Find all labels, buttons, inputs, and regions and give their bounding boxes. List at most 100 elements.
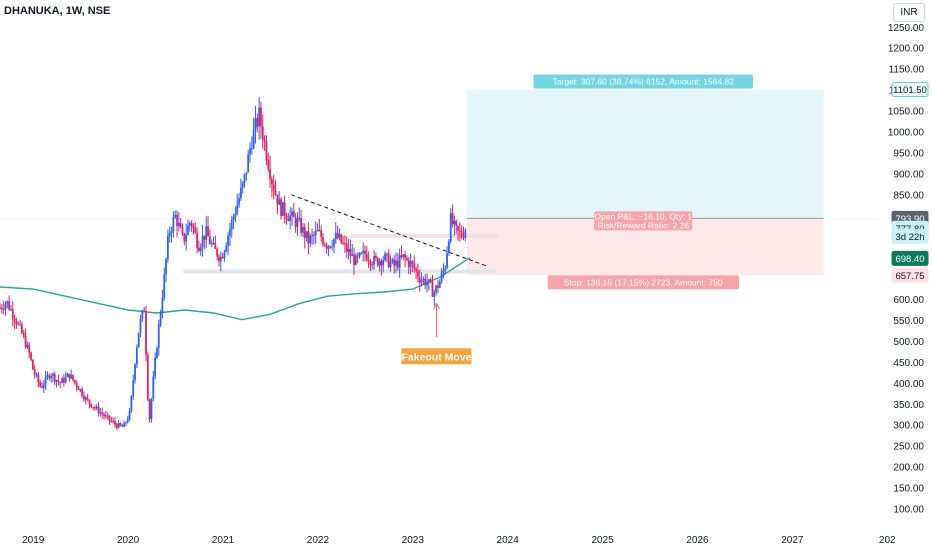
candle-body	[296, 219, 299, 227]
candle-body	[252, 129, 255, 149]
y-tick-label: 1050.00	[888, 107, 925, 118]
target-label-text: Target: 307.60 (38.74%) 6152, Amount: 15…	[553, 76, 735, 86]
candle-body	[205, 226, 208, 240]
candle-body	[312, 234, 315, 236]
candle-body	[81, 389, 84, 396]
candle-body	[157, 324, 160, 349]
candle-body	[387, 253, 390, 268]
y-tick-label: 300.00	[893, 421, 924, 432]
candle-body	[19, 323, 21, 325]
candle-body	[208, 236, 211, 244]
candle-body	[292, 211, 295, 218]
candle-body	[435, 285, 438, 293]
candle-body	[84, 397, 87, 400]
candle-body	[196, 232, 198, 248]
candle-body	[128, 411, 131, 420]
candle-body	[303, 226, 306, 239]
candle-body	[402, 254, 405, 257]
candle-body	[132, 380, 135, 397]
candle-body	[143, 310, 146, 312]
candle-body	[340, 234, 343, 243]
candle-body	[358, 253, 361, 257]
candle-body	[318, 230, 321, 232]
price-tag-text: 698.40	[895, 254, 924, 265]
candle-body	[8, 301, 11, 310]
candle-body	[145, 311, 147, 355]
price-tag-text: 793.90	[895, 214, 924, 225]
candle-body	[396, 260, 399, 268]
x-tick-label: 2024	[497, 535, 520, 546]
y-tick-label: 150.00	[893, 484, 924, 495]
price-tag-bg	[891, 250, 929, 266]
candle-body	[371, 264, 374, 266]
candle-body	[26, 344, 29, 348]
candle-body	[68, 373, 71, 379]
candle-body	[409, 261, 412, 268]
currency-selector[interactable]: INR	[893, 3, 925, 22]
candle-body	[384, 253, 386, 261]
x-tick-label: 2019	[22, 535, 45, 546]
candle-body	[115, 424, 118, 428]
candle-body	[287, 218, 290, 221]
candle-body	[460, 231, 463, 237]
pnl-label-line1: Open P&L: −16.10, Qty: 1	[594, 211, 692, 221]
x-tick-label: 2023	[402, 535, 425, 546]
candle-body	[322, 237, 324, 245]
candle-body	[185, 234, 188, 242]
candle-body	[24, 335, 27, 348]
candle-body	[37, 374, 40, 383]
candle-body	[353, 254, 355, 265]
candle-body	[391, 259, 394, 263]
candle-body	[64, 376, 67, 383]
candle-body	[327, 246, 330, 249]
candle-body	[280, 199, 282, 216]
candle-body	[256, 118, 259, 127]
candle-body	[199, 246, 202, 251]
candle-body	[365, 254, 368, 261]
candle-body	[272, 184, 275, 192]
candle-body	[97, 406, 100, 414]
candle-body	[356, 255, 359, 257]
pnl-label-line2: Risk/Reward Ratio: 2.26	[597, 220, 689, 230]
candle-body	[86, 397, 89, 400]
stop-label: Stop: 136.15 (17.15%) 2723, Amount: 750	[547, 275, 739, 290]
candle-body	[172, 217, 175, 232]
symbol-title: DHANUKA, 1W, NSE	[4, 5, 111, 17]
price-tag-bg	[891, 81, 929, 97]
candle-body	[119, 423, 122, 426]
candle-body	[234, 214, 237, 217]
candle-body	[245, 172, 248, 175]
candle-body	[291, 211, 293, 216]
candle-body	[183, 233, 186, 242]
x-tick-label: 202	[879, 535, 896, 546]
candle-body	[75, 382, 78, 387]
candle-body	[351, 254, 354, 256]
candle-body	[48, 375, 51, 379]
candle-body	[188, 223, 191, 226]
stop-label-bg	[547, 275, 739, 290]
x-tick-label: 2021	[212, 535, 235, 546]
fakeout-annotation-bg	[401, 348, 472, 365]
candle-body	[10, 309, 12, 311]
candle-body	[159, 312, 162, 325]
candle-body	[232, 216, 235, 220]
candle-body	[349, 248, 352, 256]
candle-body	[440, 272, 443, 282]
candle-body	[457, 226, 459, 231]
candle-body	[458, 230, 461, 232]
candle-body	[170, 231, 173, 233]
candle-body	[395, 260, 397, 266]
candle-body	[369, 261, 372, 265]
candle-body	[449, 213, 452, 242]
y-tick-label: 450.00	[893, 358, 924, 369]
candle-body	[400, 255, 403, 257]
candle-body	[331, 246, 334, 248]
price-tag: 3d 22h	[891, 228, 929, 244]
y-tick-label: 550.00	[893, 316, 924, 327]
y-tick-label: 500.00	[893, 337, 924, 348]
candle-body	[309, 235, 312, 244]
candle-body	[334, 232, 337, 240]
candle-body	[362, 250, 365, 254]
